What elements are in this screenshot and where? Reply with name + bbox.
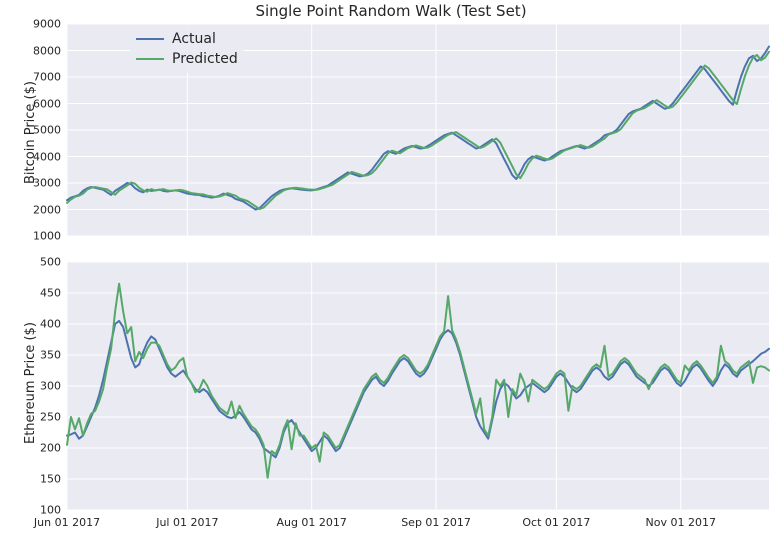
xtick-label: Nov 01 2017 — [646, 516, 716, 529]
xtick-label: Sep 01 2017 — [401, 516, 471, 529]
legend-item-actual: Actual — [136, 29, 238, 49]
series-eth-predicted — [67, 284, 769, 478]
ylabel-eth: Ethereum Price ($) — [23, 322, 38, 444]
ytick-label: 7000 — [33, 71, 61, 84]
legend-swatch-actual — [136, 38, 164, 40]
ytick-label: 1000 — [33, 230, 61, 243]
ytick-label: 450 — [40, 287, 61, 300]
ytick-label: 400 — [40, 318, 61, 331]
ytick-label: 6000 — [33, 97, 61, 110]
legend: Actual Predicted — [130, 25, 244, 73]
series-eth-actual — [67, 321, 769, 457]
legend-label-predicted: Predicted — [172, 51, 238, 67]
legend-label-actual: Actual — [172, 31, 216, 47]
ytick-label: 9000 — [33, 18, 61, 31]
xtick-label: Oct 01 2017 — [522, 516, 590, 529]
ytick-label: 500 — [40, 256, 61, 269]
panel-eth: 100150200250300350400450500Jun 01 2017Ju… — [67, 262, 769, 510]
xtick-label: Jun 01 2017 — [34, 516, 100, 529]
chart-title: Single Point Random Walk (Test Set) — [0, 2, 782, 20]
ytick-label: 8000 — [33, 44, 61, 57]
ytick-label: 300 — [40, 380, 61, 393]
ytick-label: 350 — [40, 349, 61, 362]
legend-item-predicted: Predicted — [136, 49, 238, 69]
ytick-label: 100 — [40, 504, 61, 517]
legend-swatch-predicted — [136, 58, 164, 60]
ytick-label: 5000 — [33, 124, 61, 137]
xtick-label: Aug 01 2017 — [276, 516, 346, 529]
plot-eth — [67, 262, 769, 510]
ytick-label: 3000 — [33, 177, 61, 190]
xtick-label: Jul 01 2017 — [156, 516, 218, 529]
ytick-label: 200 — [40, 442, 61, 455]
ytick-label: 150 — [40, 473, 61, 486]
ytick-label: 2000 — [33, 203, 61, 216]
ytick-label: 250 — [40, 411, 61, 424]
ytick-label: 4000 — [33, 150, 61, 163]
